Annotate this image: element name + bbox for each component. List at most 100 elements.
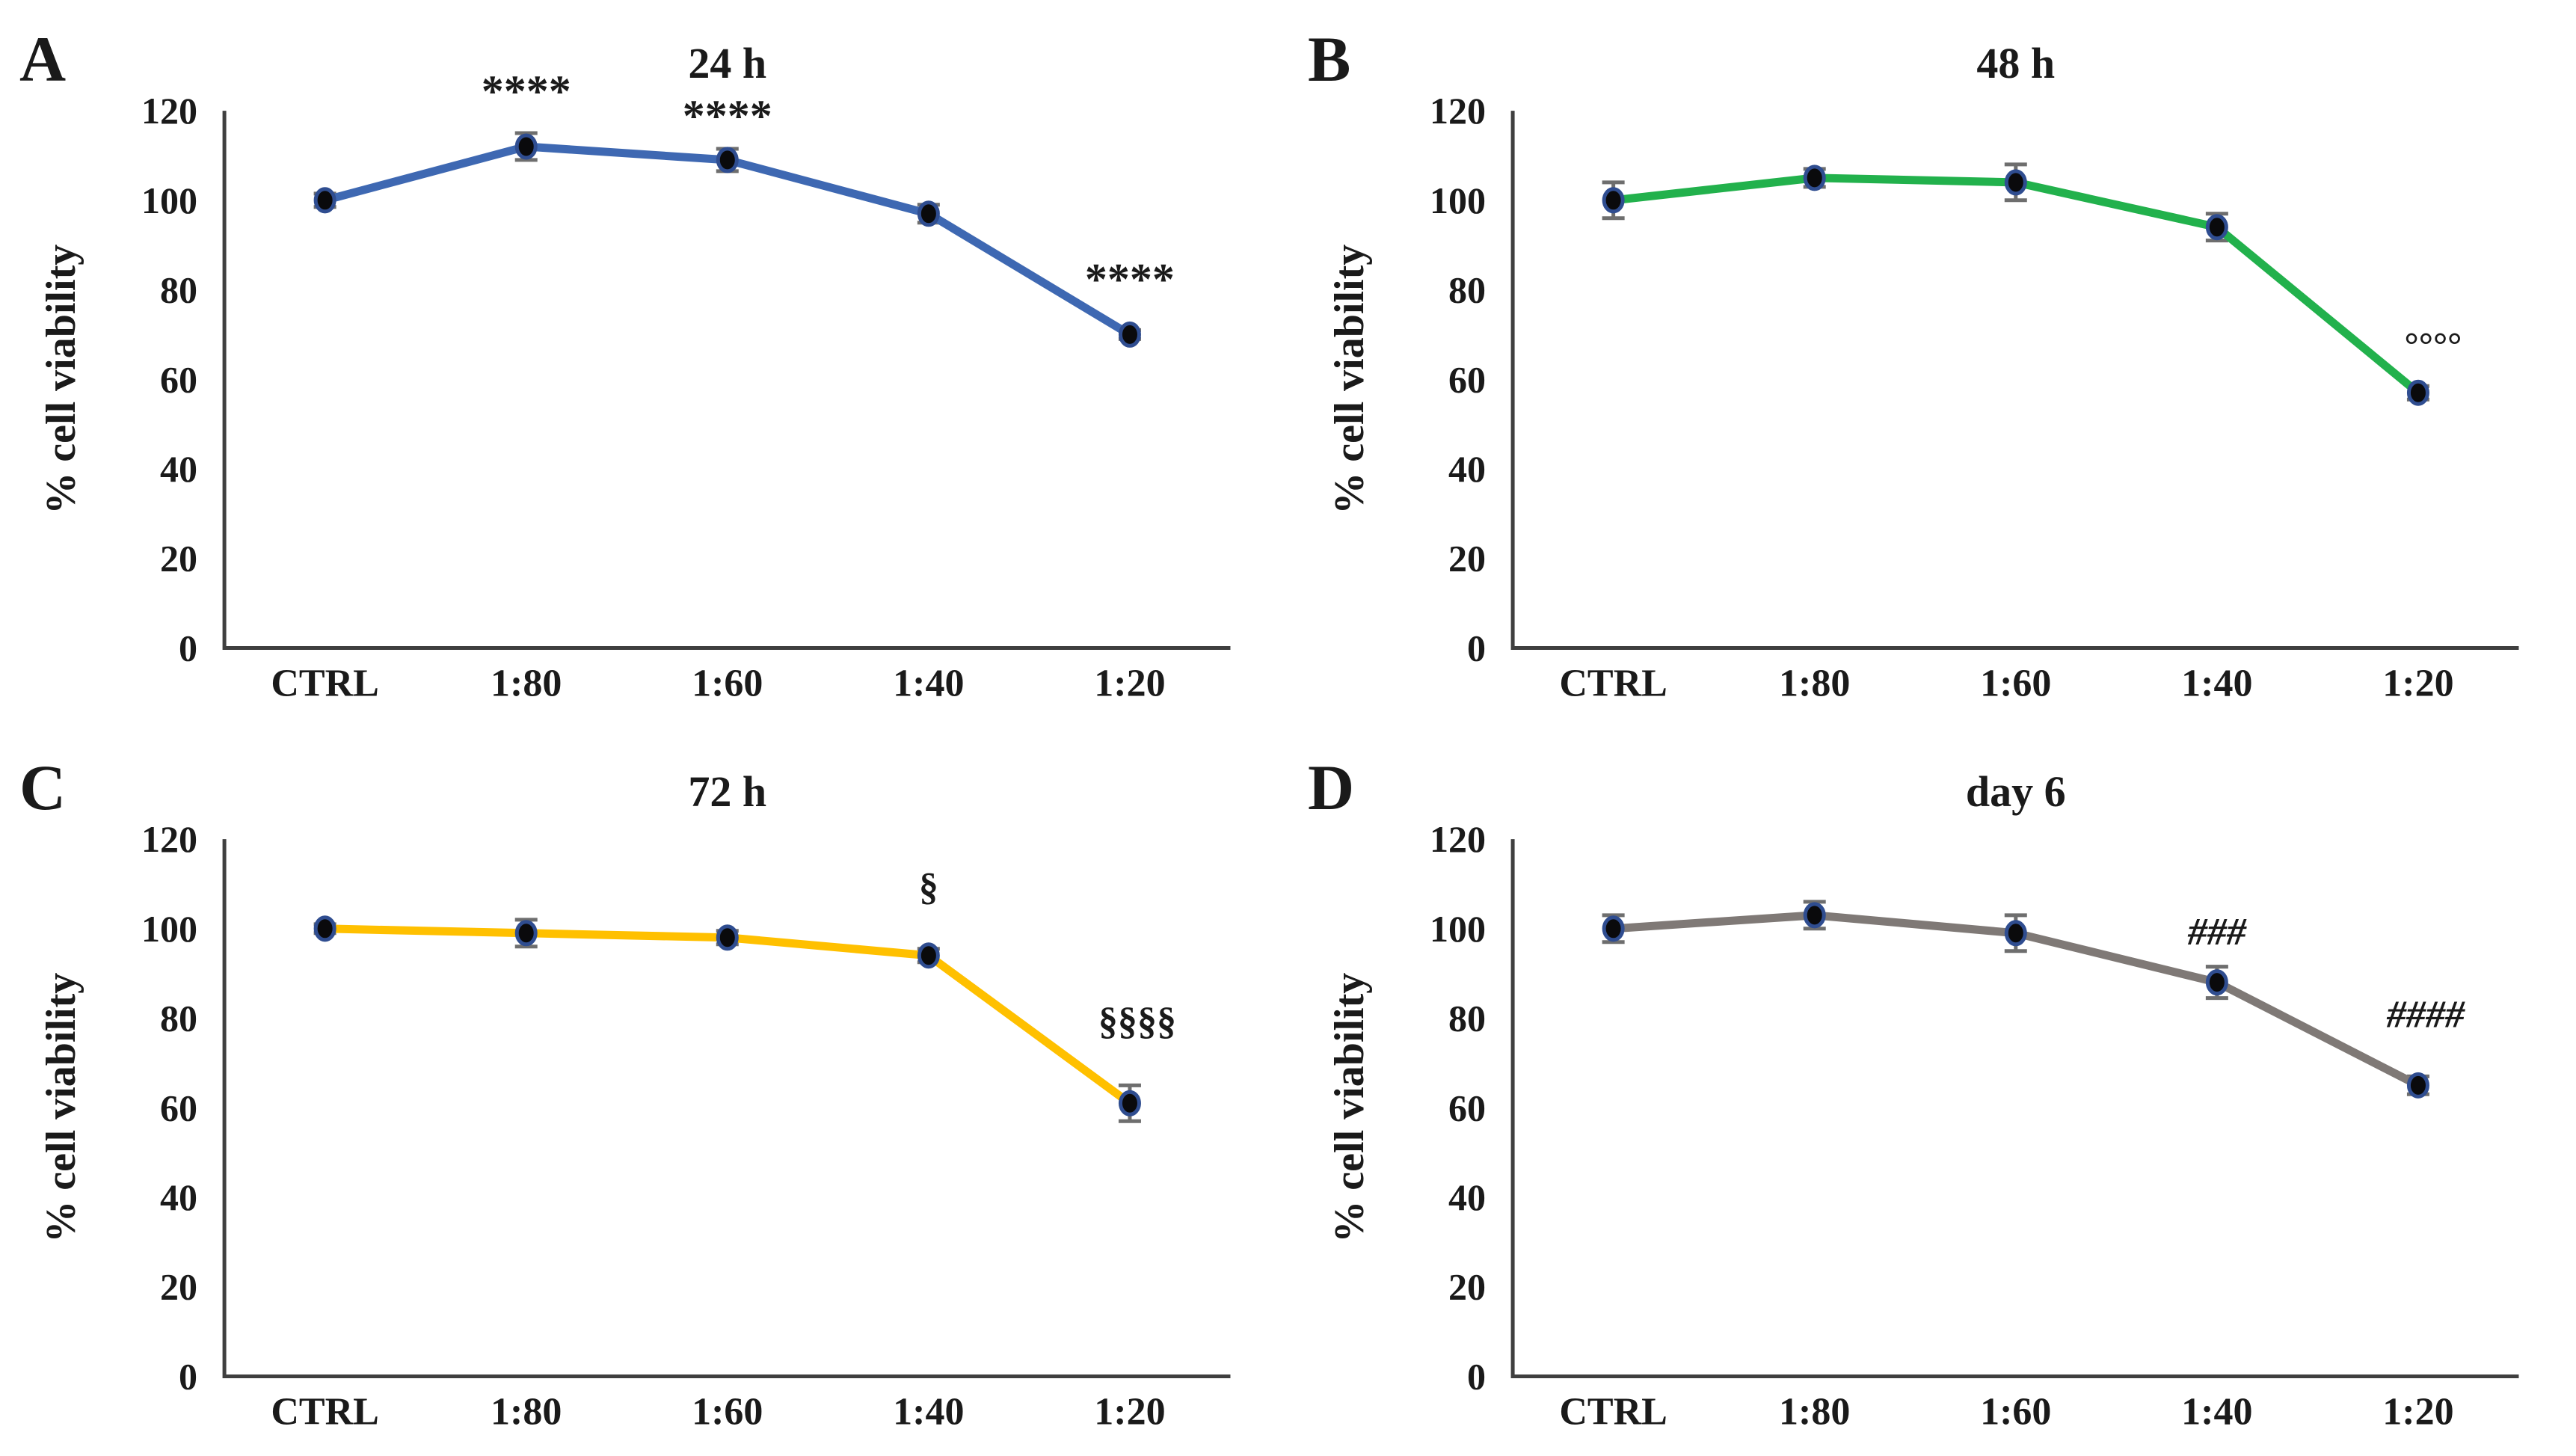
y-tick-label: 60	[160, 1087, 197, 1128]
x-tick-label: 1:60	[692, 662, 763, 704]
y-tick-label: 0	[179, 627, 197, 669]
x-tick-label: 1:20	[2382, 1390, 2453, 1433]
data-point	[2004, 169, 2027, 196]
x-tick-label: CTRL	[1559, 1390, 1667, 1433]
chart-24h: A 24 h % cell viability 0 20 40 60 80 100 120 CTRL…	[19, 23, 1231, 704]
y-tick-label: 100	[1430, 179, 1486, 221]
y-axis-label: % cell viability	[1327, 972, 1373, 1242]
x-tick-label: 1:80	[491, 662, 562, 704]
data-point	[2205, 214, 2228, 241]
series-line	[1608, 173, 2422, 397]
x-tick-label: CTRL	[271, 1390, 379, 1433]
data-point	[1803, 165, 1826, 191]
y-tick-label: 20	[1448, 538, 1486, 580]
y-tick-label: 100	[1430, 907, 1486, 949]
y-tick-label: 80	[1448, 269, 1486, 311]
chart-title: 48 h	[1976, 39, 2055, 87]
y-axis-label: % cell viability	[38, 245, 84, 514]
x-tick-label: 1:60	[692, 1390, 763, 1433]
x-tick-label: CTRL	[1559, 662, 1667, 704]
significance-annotation: ****	[482, 67, 571, 116]
y-tick-label: 0	[1467, 627, 1486, 669]
data-point	[1602, 915, 1625, 942]
data-point	[716, 924, 739, 950]
x-tick-label: 1:60	[1980, 662, 2051, 704]
y-tick-label: 80	[160, 269, 197, 311]
x-tick-label: 1:60	[1980, 1390, 2051, 1433]
x-tick-label: 1:40	[893, 662, 964, 704]
panel-letter: C	[19, 752, 66, 823]
x-tick-label: 1:40	[2181, 662, 2252, 704]
data-point	[2004, 919, 2027, 946]
data-point	[2406, 379, 2429, 406]
significance-annotation: ****	[1085, 255, 1175, 304]
significance-annotation: §	[919, 865, 938, 908]
data-point	[313, 915, 336, 942]
y-tick-label: 80	[160, 997, 197, 1039]
y-tick-label: 100	[141, 179, 197, 221]
chart-title: day 6	[1965, 767, 2065, 816]
data-point	[514, 133, 538, 160]
chart-72h: C 72 h % cell viability 0 20 40 60 80 100 120 CTRL…	[19, 752, 1231, 1433]
axes	[1510, 111, 2518, 650]
data-point	[917, 942, 940, 968]
significance-annotation: §§§§	[1098, 1000, 1176, 1042]
y-tick-label: 20	[160, 538, 197, 580]
chart-title: 24 h	[688, 39, 766, 87]
series-line	[321, 924, 1134, 1108]
panel-letter: D	[1308, 752, 1354, 823]
data-point	[1118, 1090, 1141, 1116]
y-tick-label: 60	[160, 358, 197, 400]
x-tick-label: 1:20	[2382, 662, 2453, 704]
chart-48h: B 48 h % cell viability 0 20 40 60 80 100 120 CTRL…	[1308, 23, 2518, 704]
y-axis-label: % cell viability	[38, 972, 84, 1242]
y-tick-label: 100	[141, 907, 197, 949]
y-tick-label: 40	[1448, 1176, 1486, 1217]
x-tick-label: CTRL	[271, 662, 379, 704]
data-point	[716, 147, 739, 173]
panel-72h: C 72 h % cell viability 0 20 40 60 80 100 120 CTRL…	[0, 728, 1288, 1456]
panel-letter: A	[19, 23, 66, 95]
significance-annotation: ####	[2385, 993, 2465, 1036]
data-point	[514, 919, 538, 946]
chart-title: 72 h	[688, 767, 766, 816]
y-axis-label: % cell viability	[1327, 245, 1373, 514]
axes	[222, 838, 1231, 1378]
significance-annotation: °°°°	[2404, 325, 2462, 365]
y-tick-label: 20	[160, 1265, 197, 1307]
axes	[1510, 838, 2518, 1378]
y-tick-label: 40	[160, 1176, 197, 1217]
panel-letter: B	[1308, 23, 1350, 95]
x-tick-label: 1:80	[1779, 662, 1850, 704]
x-tick-label: 1:20	[1094, 662, 1165, 704]
data-point	[917, 200, 940, 227]
y-tick-label: 120	[141, 90, 197, 132]
data-point	[2205, 968, 2228, 995]
y-tick-label: 0	[1467, 1355, 1486, 1397]
significance-annotation: ****	[683, 91, 772, 141]
x-tick-label: 1:20	[1094, 1390, 1165, 1433]
data-point	[1803, 901, 1826, 928]
data-point	[313, 187, 336, 214]
panel-48h: B 48 h % cell viability 0 20 40 60 80 100 120 CTRL…	[1288, 0, 2576, 728]
y-tick-label: 0	[179, 1355, 197, 1397]
panel-24h: A 24 h % cell viability 0 20 40 60 80 100 120 CTRL…	[0, 0, 1288, 728]
y-tick-label: 60	[1448, 1087, 1486, 1128]
significance-annotation: ###	[2186, 910, 2246, 953]
y-tick-label: 60	[1448, 358, 1486, 400]
x-tick-label: 1:40	[893, 1390, 964, 1433]
y-tick-label: 80	[1448, 997, 1486, 1039]
data-point	[2406, 1072, 2429, 1099]
y-tick-label: 120	[1430, 818, 1486, 860]
series-line	[321, 142, 1134, 339]
y-tick-label: 120	[141, 818, 197, 860]
y-tick-label: 40	[1448, 448, 1486, 490]
x-tick-label: 1:80	[1779, 1390, 1850, 1433]
x-tick-label: 1:80	[491, 1390, 562, 1433]
axes	[222, 111, 1231, 650]
data-point	[1118, 321, 1141, 348]
y-tick-label: 40	[160, 448, 197, 490]
